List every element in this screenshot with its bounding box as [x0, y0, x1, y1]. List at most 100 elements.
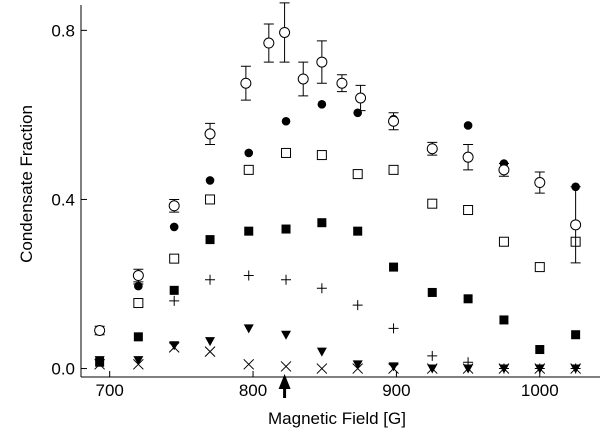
- data-point: [243, 324, 254, 334]
- x-tick-label: 900: [382, 381, 410, 400]
- data-point: [463, 121, 473, 130]
- data-point: [427, 287, 437, 297]
- data-point: [388, 164, 399, 175]
- open-circle-marker: [297, 73, 309, 85]
- data-point: [316, 283, 327, 294]
- filled-square-marker: [499, 315, 509, 325]
- data-point: [571, 330, 581, 340]
- open-circle-marker: [534, 177, 546, 189]
- open-circle-marker: [168, 200, 180, 212]
- data-point: [243, 270, 254, 281]
- data-point: [388, 115, 400, 127]
- filled-circle-marker: [169, 222, 179, 232]
- open-circle-marker: [132, 270, 144, 282]
- open-square-marker: [205, 194, 216, 205]
- data-point: [463, 294, 473, 304]
- triangle-marker: [427, 364, 438, 374]
- filled-circle-marker: [281, 116, 291, 126]
- filled-square-marker: [571, 330, 581, 340]
- open-circle-marker: [240, 77, 252, 89]
- data-point: [534, 262, 545, 273]
- cross-marker: [204, 346, 216, 357]
- open-circle-marker: [462, 151, 474, 163]
- data-point: [427, 350, 438, 361]
- plus-marker: [243, 270, 254, 281]
- data-point: [95, 357, 105, 367]
- data-point: [169, 285, 179, 295]
- plus-marker: [388, 323, 399, 334]
- data-point: [168, 200, 180, 212]
- x-tick-label: 800: [239, 381, 267, 400]
- data-point: [498, 236, 509, 247]
- open-circle-marker: [570, 219, 582, 231]
- filled-circle-marker: [463, 121, 473, 130]
- filled-circle-marker: [244, 148, 254, 158]
- filled-square-marker: [535, 345, 545, 355]
- data-point: [205, 235, 215, 245]
- plus-marker: [205, 274, 216, 285]
- data-point: [427, 364, 438, 374]
- filled-square-marker: [244, 226, 254, 236]
- data-point: [352, 169, 363, 180]
- data-point: [316, 56, 328, 68]
- open-square-marker: [169, 253, 180, 264]
- data-point: [316, 347, 327, 357]
- data-point: [316, 363, 328, 374]
- y-tick-label: 0.4: [51, 190, 75, 209]
- plus-marker: [534, 363, 545, 374]
- cross-marker: [243, 358, 255, 370]
- data-point: [355, 92, 367, 104]
- data-point: [240, 77, 252, 89]
- filled-square-marker: [205, 235, 215, 245]
- data-point: [316, 150, 327, 161]
- data-point: [336, 77, 348, 89]
- filled-circle-marker: [205, 176, 215, 185]
- cross-marker: [280, 361, 292, 372]
- data-point: [169, 222, 179, 232]
- data-point: [535, 345, 545, 355]
- data-point: [498, 164, 510, 176]
- y-axis-title: Condensate Fraction: [17, 105, 36, 263]
- triangle-marker: [133, 356, 144, 366]
- open-circle-marker: [279, 26, 291, 38]
- data-point: [169, 341, 180, 351]
- plus-marker: [281, 274, 292, 285]
- open-circle-marker: [204, 128, 216, 140]
- triangle-marker: [281, 330, 292, 340]
- x-tick-label: 1000: [521, 381, 559, 400]
- data-point: [133, 298, 144, 309]
- data-point: [281, 147, 292, 158]
- filled-square-marker: [169, 285, 179, 295]
- data-point: [243, 164, 254, 175]
- open-circle-marker: [94, 325, 106, 336]
- open-square-marker: [243, 164, 254, 175]
- triangle-marker: [205, 337, 216, 347]
- series-filled-triangle-down: [94, 324, 581, 374]
- open-square-marker: [281, 147, 292, 158]
- data-point: [280, 361, 292, 372]
- data-point: [463, 357, 474, 368]
- data-point: [133, 332, 143, 342]
- triangle-marker: [243, 324, 254, 334]
- filled-square-marker: [389, 262, 399, 272]
- data-point: [426, 143, 438, 155]
- open-circle-marker: [316, 56, 328, 68]
- triangle-marker: [316, 347, 327, 357]
- data-point: [499, 315, 509, 325]
- open-square-marker: [133, 298, 144, 309]
- data-point: [388, 362, 399, 372]
- x-axis-title: Magnetic Field [G]: [268, 409, 406, 428]
- plus-marker: [427, 350, 438, 361]
- plus-marker: [169, 295, 180, 306]
- filled-square-marker: [281, 224, 291, 234]
- data-point: [132, 270, 144, 282]
- open-circle-marker: [388, 115, 400, 127]
- open-square-marker: [463, 205, 474, 216]
- arrow-annotation: [278, 374, 291, 398]
- arrow-head: [278, 374, 291, 389]
- plus-marker: [570, 363, 581, 374]
- series-filled-square: [95, 218, 581, 367]
- data-point: [353, 226, 363, 236]
- filled-square-marker: [133, 332, 143, 342]
